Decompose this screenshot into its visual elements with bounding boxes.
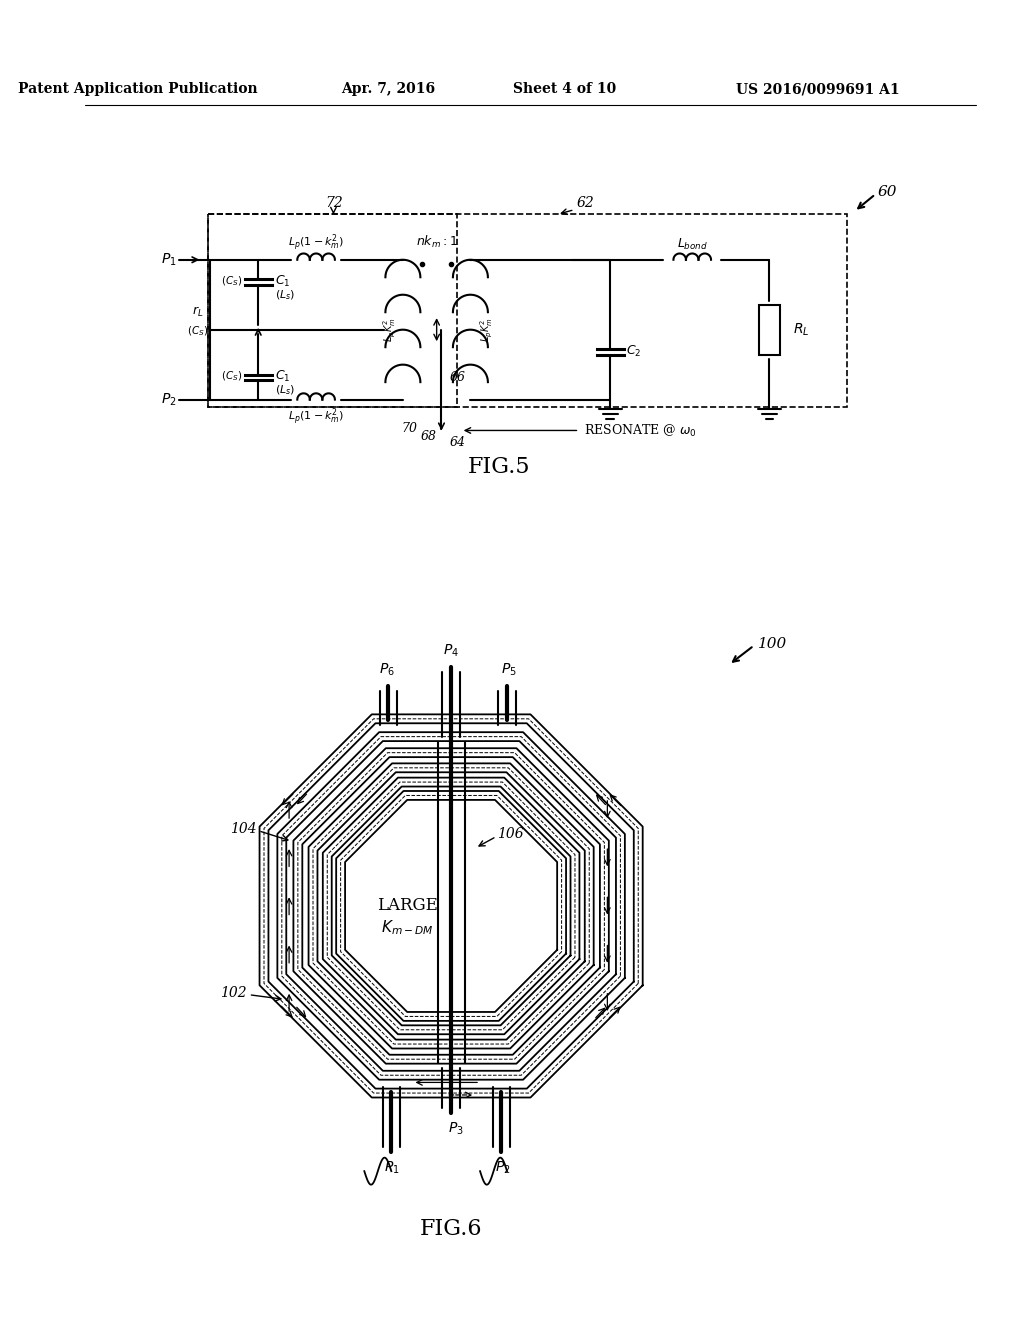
Text: $P_5$: $P_5$ — [501, 661, 517, 678]
Text: $L_p(1-k_m^2)$: $L_p(1-k_m^2)$ — [288, 232, 344, 253]
Text: $(C_S)$: $(C_S)$ — [220, 275, 242, 288]
Text: US 2016/0099691 A1: US 2016/0099691 A1 — [736, 82, 899, 96]
Text: $P_2$: $P_2$ — [496, 1159, 511, 1176]
Text: Apr. 7, 2016: Apr. 7, 2016 — [341, 82, 435, 96]
Text: $P_2$: $P_2$ — [161, 392, 176, 408]
Text: $(L_s)$: $(L_s)$ — [274, 289, 295, 302]
Text: $L_pK_m^2$: $L_pK_m^2$ — [478, 317, 495, 342]
Text: 70: 70 — [401, 422, 418, 436]
Text: 106: 106 — [498, 826, 524, 841]
Text: 66: 66 — [450, 371, 465, 384]
Text: $R_L$: $R_L$ — [793, 322, 809, 338]
Text: $(C_S)$: $(C_S)$ — [186, 325, 208, 338]
Text: FIG.5: FIG.5 — [468, 457, 530, 478]
Text: $P_1$: $P_1$ — [384, 1159, 399, 1176]
Text: $(C_S)$: $(C_S)$ — [220, 370, 242, 383]
Text: $C_1$: $C_1$ — [274, 368, 290, 384]
Text: 68: 68 — [421, 430, 436, 442]
Text: 102: 102 — [220, 986, 247, 999]
Text: 72: 72 — [326, 195, 343, 210]
Text: Patent Application Publication: Patent Application Publication — [17, 82, 257, 96]
Text: $C_1$: $C_1$ — [274, 273, 290, 289]
Text: $(L_s)$: $(L_s)$ — [274, 383, 295, 397]
Text: $P_4$: $P_4$ — [443, 643, 459, 659]
Bar — [759, 305, 780, 355]
Text: 104: 104 — [229, 822, 256, 836]
Bar — [208, 214, 457, 408]
Text: $L_{bond}$: $L_{bond}$ — [677, 236, 708, 252]
Text: FIG.6: FIG.6 — [420, 1218, 482, 1239]
Text: $K_{m-DM}$: $K_{m-DM}$ — [381, 917, 434, 936]
Text: Sheet 4 of 10: Sheet 4 of 10 — [513, 82, 616, 96]
Text: 60: 60 — [878, 185, 897, 199]
Text: LARGE: LARGE — [377, 898, 438, 915]
Text: $L_pK_m^2$: $L_pK_m^2$ — [382, 317, 398, 342]
Text: RESONATE @ $\omega_0$: RESONATE @ $\omega_0$ — [585, 422, 697, 438]
Text: 64: 64 — [450, 437, 465, 450]
Text: 100: 100 — [758, 636, 787, 651]
Text: $r_L$: $r_L$ — [191, 305, 203, 319]
Text: $C_2$: $C_2$ — [626, 345, 641, 359]
Text: 62: 62 — [577, 195, 594, 210]
Text: $P_6$: $P_6$ — [379, 661, 394, 678]
Text: $P_3$: $P_3$ — [449, 1121, 464, 1138]
Text: $P_1$: $P_1$ — [161, 252, 176, 268]
Bar — [208, 214, 847, 408]
Text: $nk_m:1$: $nk_m:1$ — [416, 235, 458, 251]
Text: $L_p(1-k_m^2)$: $L_p(1-k_m^2)$ — [288, 407, 344, 428]
